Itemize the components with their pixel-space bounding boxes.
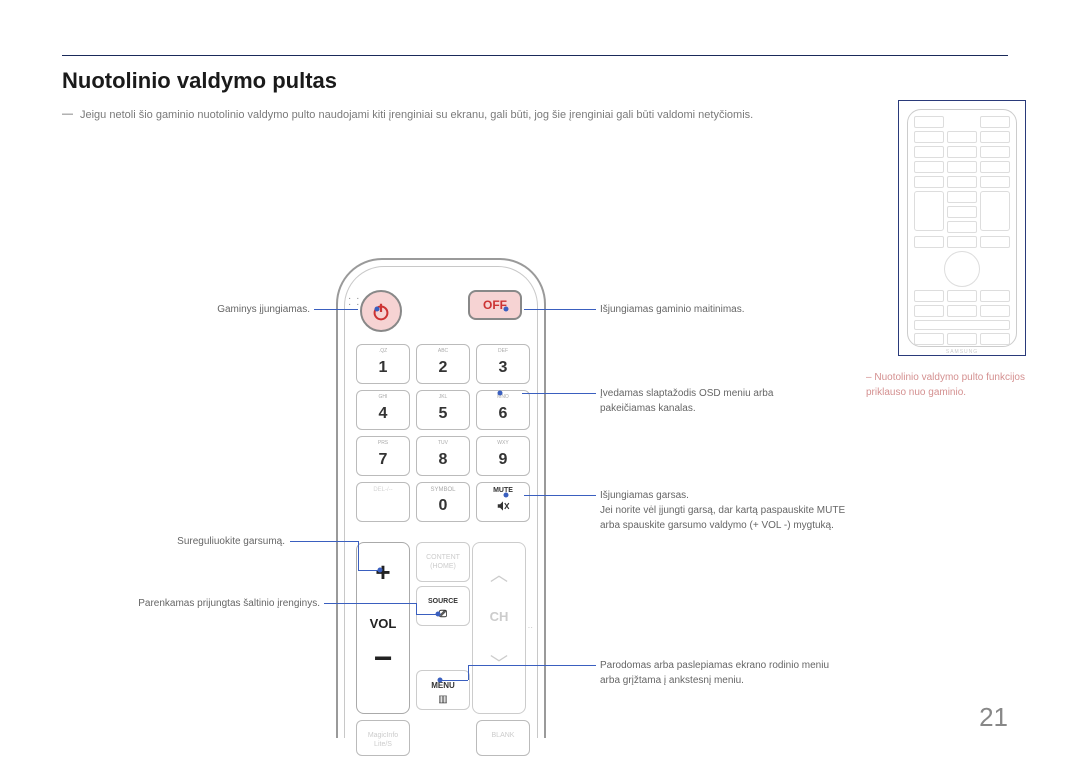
- volume-plus: +: [357, 543, 409, 588]
- key-2: ABC2: [416, 344, 470, 384]
- callout-pin: Įvedamas slaptažodis OSD meniu arba pake…: [600, 386, 830, 416]
- callout-line: [416, 614, 438, 615]
- key-8: TUV8: [416, 436, 470, 476]
- menu-button: MENU▥: [416, 670, 470, 710]
- callout-volume: Sureguliuokite garsumą.: [155, 534, 285, 549]
- key-3: DEF3: [476, 344, 530, 384]
- channel-label: CH: [473, 587, 525, 624]
- callout-line: [416, 603, 417, 614]
- callout-line: [522, 393, 596, 394]
- remote-illustration: · ·· · OFF .QZ1 ABC2 DEF3 GHI4 JKL5 MNO6…: [336, 258, 546, 738]
- callout-line: [314, 309, 358, 310]
- callout-dot: [375, 307, 380, 312]
- page-title: Nuotolinio valdymo pultas: [62, 68, 337, 94]
- power-on-button: [360, 290, 402, 332]
- callout-line: [524, 309, 596, 310]
- key-5: JKL5: [416, 390, 470, 430]
- remote-thumbnail: SAMSUNG: [907, 109, 1017, 347]
- channel-rocker: ︿ CH ﹀ ··: [472, 542, 526, 714]
- key-4: GHI4: [356, 390, 410, 430]
- key-1: .QZ1: [356, 344, 410, 384]
- key-0: SYMBOL0: [416, 482, 470, 522]
- source-button: SOURCE⎚: [416, 586, 470, 626]
- remote-thumbnail-frame: SAMSUNG: [898, 100, 1026, 356]
- key-6: MNO6: [476, 390, 530, 430]
- volume-rocker: + VOL −: [356, 542, 410, 714]
- volume-minus: −: [357, 631, 409, 667]
- top-note: Jeigu netoli šio gaminio nuotolinio vald…: [80, 108, 830, 123]
- callout-line: [290, 541, 358, 542]
- callout-power-on: Gaminys įjungiamas.: [180, 302, 310, 317]
- callout-dot: [504, 307, 509, 312]
- top-separator: [62, 55, 1008, 56]
- volume-label: VOL: [357, 588, 409, 631]
- side-note: – Nuotolinio valdymo pulto funkcijos pri…: [866, 370, 1026, 400]
- key-9: WXY9: [476, 436, 530, 476]
- callout-line: [468, 665, 469, 680]
- key-mute: MUTE: [476, 482, 530, 522]
- callout-dot: [498, 391, 503, 396]
- key-7: PRS7: [356, 436, 410, 476]
- middle-column: CONTENT (HOME) SOURCE⎚ MENU▥: [416, 542, 470, 714]
- note-dash: ―: [62, 108, 73, 120]
- page-number: 21: [979, 702, 1008, 733]
- callout-line: [468, 665, 596, 666]
- callout-line: [358, 570, 380, 571]
- callout-line: [358, 541, 359, 570]
- blank-button: BLANK: [476, 720, 530, 756]
- callout-power-off: Išjungiamas gaminio maitinimas.: [600, 302, 745, 317]
- callout-source: Parenkamas prijungtas šaltinio įrenginys…: [120, 596, 320, 611]
- magicinfo-button: MagicInfo Lite/S: [356, 720, 410, 756]
- callout-line: [524, 495, 596, 496]
- callout-dot: [504, 493, 509, 498]
- channel-up: ︿: [473, 543, 525, 587]
- power-off-button: OFF: [468, 290, 522, 320]
- channel-down: ﹀: [473, 624, 525, 676]
- key-del: DEL-/--: [356, 482, 410, 522]
- content-home-button: CONTENT (HOME): [416, 542, 470, 582]
- callout-menu: Parodomas arba paslepiamas ekrano rodini…: [600, 658, 840, 688]
- bottom-row: MagicInfo Lite/S BLANK: [356, 720, 530, 756]
- thumb-brand: SAMSUNG: [914, 349, 1010, 355]
- callout-line: [324, 603, 416, 604]
- callout-mute: Išjungiamas garsas. Jei norite vėl įjung…: [600, 488, 850, 533]
- callout-line: [440, 680, 468, 681]
- ir-dots: · ·· ·: [348, 296, 360, 308]
